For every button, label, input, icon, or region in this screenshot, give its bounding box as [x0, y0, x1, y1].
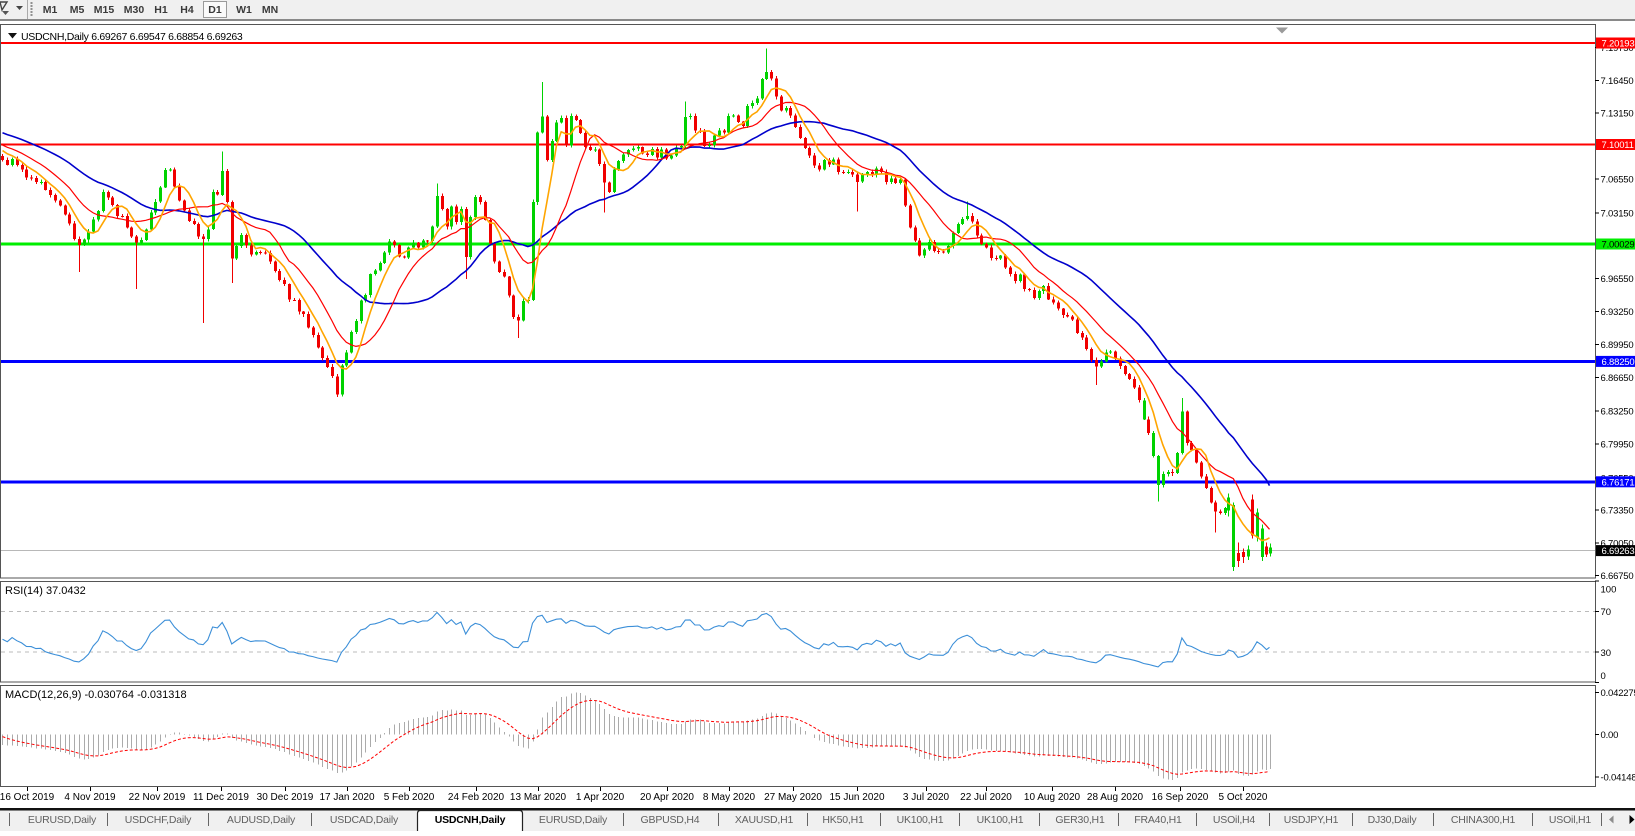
- svg-text:0: 0: [1601, 671, 1606, 682]
- svg-text:7.03150: 7.03150: [1601, 208, 1634, 219]
- svg-text:CHINA300,H1: CHINA300,H1: [1451, 814, 1516, 826]
- svg-text:GER30,H1: GER30,H1: [1055, 814, 1105, 826]
- svg-text:H4: H4: [180, 4, 194, 16]
- svg-text:M15: M15: [94, 4, 115, 16]
- svg-text:USDCNH,Daily: USDCNH,Daily: [435, 814, 506, 826]
- svg-text:7.13150: 7.13150: [1601, 109, 1634, 120]
- svg-text:22 Jul 2020: 22 Jul 2020: [960, 792, 1012, 803]
- svg-text:-0.041480: -0.041480: [1601, 773, 1635, 784]
- svg-text:30: 30: [1601, 648, 1612, 659]
- svg-text:M1: M1: [43, 4, 58, 16]
- svg-text:M5: M5: [70, 4, 85, 16]
- svg-text:7.10011: 7.10011: [1602, 140, 1634, 151]
- svg-text:USDCHF,Daily: USDCHF,Daily: [125, 814, 192, 826]
- svg-text:USDCAD,Daily: USDCAD,Daily: [330, 814, 399, 826]
- svg-text:H1: H1: [154, 4, 168, 16]
- svg-text:6.79950: 6.79950: [1601, 440, 1634, 451]
- svg-text:5 Oct 2020: 5 Oct 2020: [1219, 792, 1268, 803]
- svg-text:30 Dec 2019: 30 Dec 2019: [257, 792, 314, 803]
- svg-text:10 Aug 2020: 10 Aug 2020: [1024, 792, 1081, 803]
- svg-text:USDCNH,Daily 6.69267 6.69547: USDCNH,Daily 6.69267 6.69547 6.68854 6.6…: [21, 31, 243, 43]
- svg-text:XAUUSD,H1: XAUUSD,H1: [735, 814, 794, 826]
- svg-text:6.83250: 6.83250: [1601, 407, 1634, 418]
- svg-text:6.66750: 6.66750: [1601, 571, 1634, 582]
- svg-text:UK100,H1: UK100,H1: [897, 814, 944, 826]
- svg-text:13 Mar 2020: 13 Mar 2020: [510, 792, 567, 803]
- svg-text:6.69263: 6.69263: [1602, 546, 1635, 557]
- svg-text:AUDUSD,Daily: AUDUSD,Daily: [227, 814, 296, 826]
- svg-text:6.73350: 6.73350: [1601, 505, 1634, 516]
- svg-text:3 Jul 2020: 3 Jul 2020: [903, 792, 950, 803]
- svg-text:6.76171: 6.76171: [1602, 477, 1635, 488]
- svg-text:24 Feb 2020: 24 Feb 2020: [448, 792, 505, 803]
- svg-text:FRA40,H1: FRA40,H1: [1134, 814, 1182, 826]
- svg-text:MACD(12,26,9) -0.030764 -0.031: MACD(12,26,9) -0.030764 -0.031318: [5, 689, 187, 701]
- svg-text:UK100,H1: UK100,H1: [977, 814, 1024, 826]
- svg-text:GBPUSD,H4: GBPUSD,H4: [641, 814, 700, 826]
- svg-text:DJ30,Daily: DJ30,Daily: [1368, 814, 1418, 826]
- svg-text:7.00029: 7.00029: [1602, 240, 1635, 251]
- svg-text:100: 100: [1601, 585, 1617, 596]
- svg-text:16 Sep 2020: 16 Sep 2020: [1152, 792, 1209, 803]
- svg-text:6.93250: 6.93250: [1601, 307, 1634, 318]
- svg-text:USDJPY,H1: USDJPY,H1: [1284, 814, 1339, 826]
- svg-text:28 Aug 2020: 28 Aug 2020: [1087, 792, 1144, 803]
- svg-text:7.16450: 7.16450: [1601, 76, 1634, 87]
- svg-text:5 Feb 2020: 5 Feb 2020: [384, 792, 435, 803]
- svg-text:17 Jan 2020: 17 Jan 2020: [319, 792, 374, 803]
- svg-text:22 Nov 2019: 22 Nov 2019: [129, 792, 186, 803]
- svg-text:6.86650: 6.86650: [1601, 373, 1634, 384]
- svg-text:RSI(14) 37.0432: RSI(14) 37.0432: [5, 585, 86, 597]
- svg-text:16 Oct 2019: 16 Oct 2019: [0, 792, 55, 803]
- svg-text:20 Apr 2020: 20 Apr 2020: [640, 792, 694, 803]
- svg-text:4 Nov 2019: 4 Nov 2019: [64, 792, 116, 803]
- svg-text:7.20193: 7.20193: [1602, 39, 1635, 50]
- svg-text:6.89950: 6.89950: [1601, 340, 1634, 351]
- svg-text:W1: W1: [236, 4, 252, 16]
- svg-text:EURUSD,Daily: EURUSD,Daily: [28, 814, 97, 826]
- svg-text:6.88250: 6.88250: [1602, 357, 1635, 368]
- svg-text:70: 70: [1601, 607, 1612, 618]
- svg-text:7.06550: 7.06550: [1601, 175, 1634, 186]
- svg-text:HK50,H1: HK50,H1: [822, 814, 864, 826]
- svg-text:11 Dec 2019: 11 Dec 2019: [193, 792, 249, 803]
- svg-text:M30: M30: [124, 4, 145, 16]
- svg-text:8 May 2020: 8 May 2020: [703, 792, 756, 803]
- svg-text:0.00: 0.00: [1601, 730, 1619, 741]
- svg-text:0.042275: 0.042275: [1601, 688, 1635, 699]
- svg-text:USOil,H4: USOil,H4: [1213, 814, 1256, 826]
- svg-text:EURUSD,Daily: EURUSD,Daily: [539, 814, 608, 826]
- svg-text:27 May 2020: 27 May 2020: [764, 792, 822, 803]
- svg-text:MN: MN: [262, 4, 278, 16]
- svg-text:1 Apr 2020: 1 Apr 2020: [576, 792, 625, 803]
- svg-text:D1: D1: [208, 4, 222, 16]
- svg-text:USOil,H1: USOil,H1: [1549, 814, 1592, 826]
- svg-text:15 Jun 2020: 15 Jun 2020: [829, 792, 884, 803]
- svg-text:6.96550: 6.96550: [1601, 274, 1634, 285]
